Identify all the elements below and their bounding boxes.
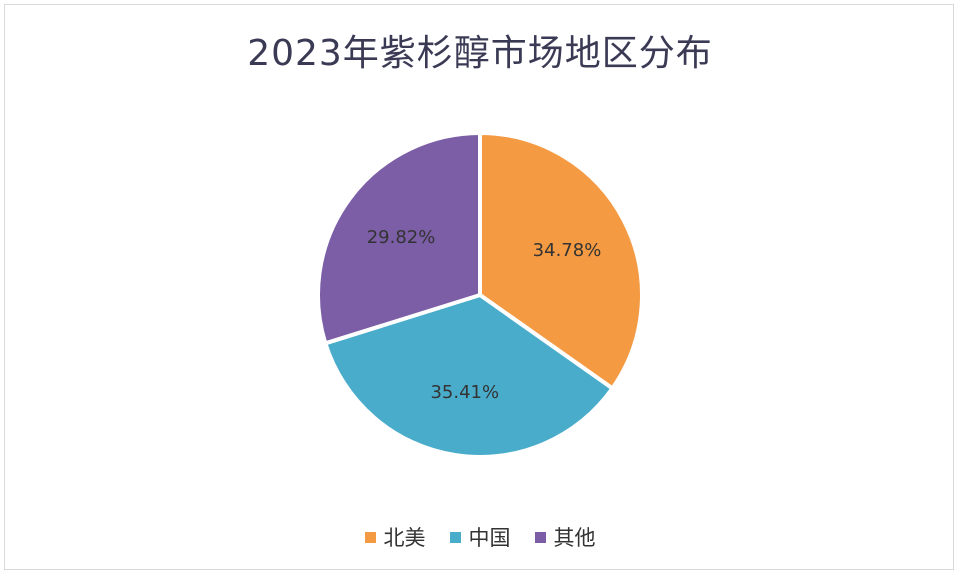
chart-title: 2023年紫杉醇市场地区分布 [247, 33, 713, 74]
slice-value-label: 29.82% [367, 227, 436, 248]
legend-label: 中国 [468, 526, 511, 550]
slice-value-label: 35.41% [430, 382, 499, 403]
legend-item-other: 其他 [534, 522, 596, 552]
legend-swatch [364, 531, 376, 543]
pie-slice-2 [316, 131, 482, 346]
pie-slice-0 [478, 131, 644, 391]
legend-swatch [449, 531, 461, 543]
legend-label: 北美 [383, 526, 426, 550]
legend-item-north-america: 北美 [364, 522, 426, 552]
legend-item-china: 中国 [449, 522, 511, 552]
legend-label: 其他 [553, 526, 596, 550]
legend-swatch [534, 531, 546, 543]
pie-slice-1 [323, 293, 615, 459]
slice-value-label: 34.78% [533, 240, 602, 261]
legend: 北美 中国 其他 [0, 522, 960, 552]
